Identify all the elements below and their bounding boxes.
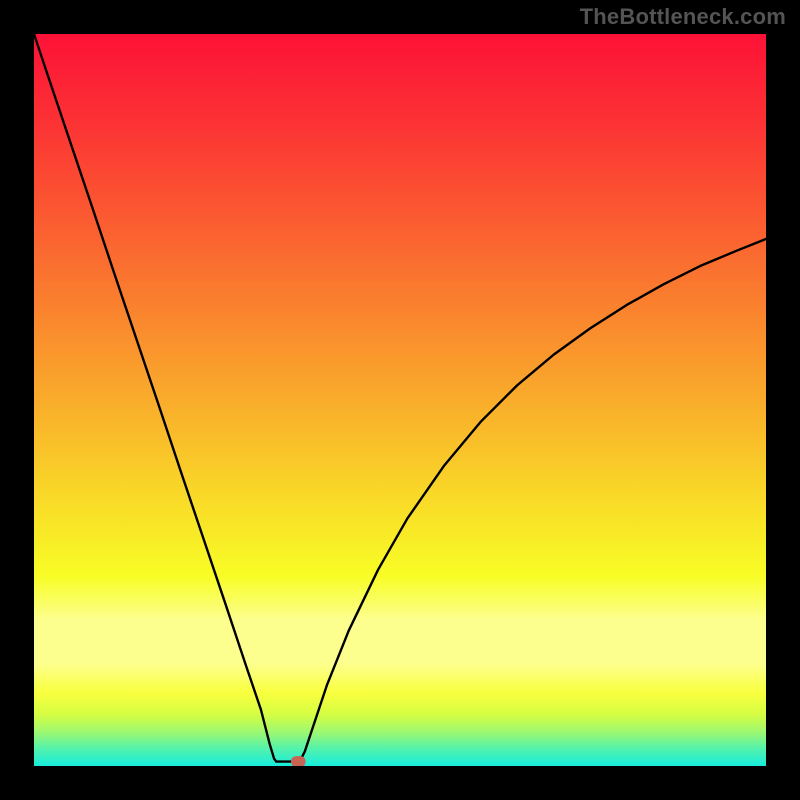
optimum-marker — [291, 756, 306, 766]
gradient-background — [34, 34, 766, 766]
watermark-text: TheBottleneck.com — [580, 4, 786, 30]
bottleneck-chart — [34, 34, 766, 766]
chart-frame: TheBottleneck.com — [0, 0, 800, 800]
